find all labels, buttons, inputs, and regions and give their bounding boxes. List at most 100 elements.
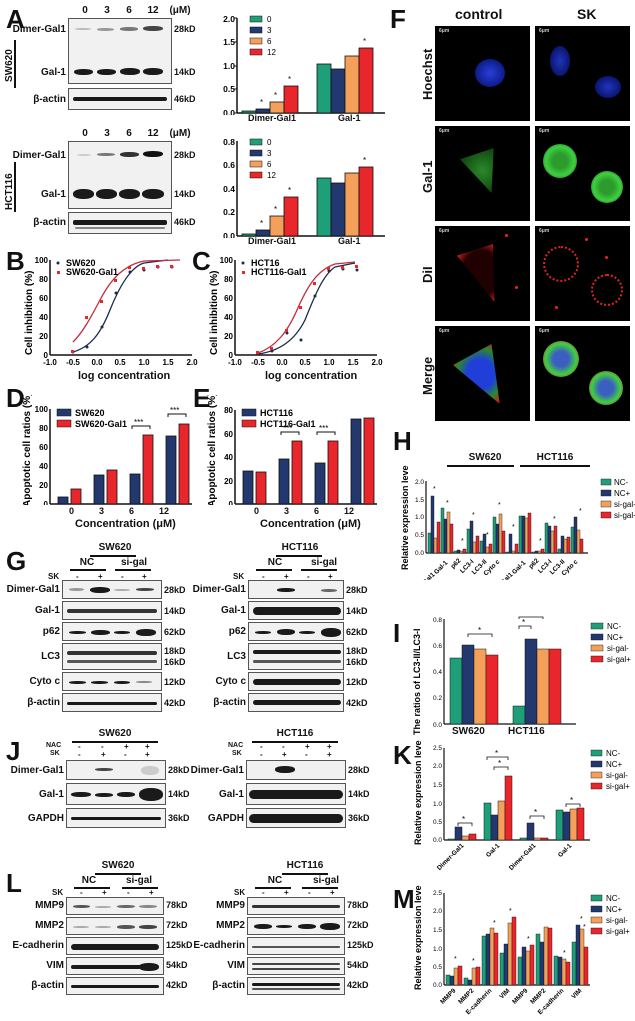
svg-text:***: *** bbox=[283, 424, 292, 433]
sk-state: - bbox=[305, 750, 308, 759]
svg-text:1.0: 1.0 bbox=[415, 514, 424, 521]
kd-label: 14kD bbox=[348, 789, 370, 799]
svg-text:SW620-Gal1: SW620-Gal1 bbox=[66, 267, 118, 277]
svg-text:*: * bbox=[478, 626, 481, 635]
kd-label: 14kD bbox=[164, 606, 186, 616]
group-label: si-gal bbox=[312, 875, 340, 886]
svg-text:0.2: 0.2 bbox=[223, 207, 235, 217]
svg-text:NC+: NC+ bbox=[614, 489, 631, 498]
sk-state: - bbox=[124, 750, 127, 759]
blot-membrane bbox=[68, 141, 172, 209]
conc-label: 0 bbox=[82, 128, 88, 139]
x-category-label: Dimer-Gal1 bbox=[248, 236, 297, 246]
svg-text:SW620: SW620 bbox=[75, 408, 105, 418]
conc-label: 6 bbox=[126, 128, 132, 139]
blot-membrane bbox=[247, 897, 345, 915]
kd-label: 78kD bbox=[166, 900, 188, 910]
svg-text:0.5: 0.5 bbox=[299, 358, 311, 367]
blot-row-label: Gal-1 bbox=[40, 189, 66, 200]
sk-label: SK bbox=[52, 888, 64, 897]
panel-label-h: H bbox=[393, 426, 412, 456]
svg-text:Dimer-Gal1: Dimer-Gal1 bbox=[436, 842, 466, 872]
svg-text:1.0: 1.0 bbox=[433, 801, 442, 808]
scale-bar: 6μm bbox=[439, 128, 450, 134]
group-label: si-gal bbox=[310, 557, 338, 568]
svg-text:40: 40 bbox=[39, 313, 48, 322]
svg-text:*: * bbox=[539, 538, 542, 545]
sk-label: SK bbox=[232, 750, 242, 757]
svg-text:2.0: 2.0 bbox=[223, 14, 235, 24]
sk-state: + bbox=[328, 572, 333, 581]
blot-row-label: Dimer-Gal1 bbox=[192, 584, 246, 595]
sk-state: - bbox=[78, 750, 81, 759]
chart-k: Relative expression level 0.0 0.5 1.0 1.5 2.… bbox=[413, 740, 630, 872]
svg-text:SW620-Gal1: SW620-Gal1 bbox=[75, 419, 127, 429]
panel-label-j: J bbox=[6, 736, 21, 766]
blot-membrane bbox=[62, 601, 162, 620]
blot-row-label: Gal-1 bbox=[220, 605, 246, 616]
svg-text:1.0: 1.0 bbox=[138, 358, 150, 367]
kd-label: 28kD bbox=[174, 150, 196, 160]
kd-label: 28kD bbox=[346, 585, 368, 595]
scale-bar: 6μm bbox=[539, 28, 550, 34]
sk-state: - bbox=[76, 572, 79, 581]
scale-bar: 6μm bbox=[439, 228, 450, 234]
x-tick-labels: 0 3 6 12 bbox=[69, 506, 169, 516]
group-label: si-gal bbox=[120, 557, 148, 568]
svg-text:*: * bbox=[274, 91, 277, 100]
svg-text:NC+: NC+ bbox=[607, 633, 624, 642]
svg-text:0.8: 0.8 bbox=[433, 617, 442, 624]
svg-text:0.0: 0.0 bbox=[223, 108, 235, 115]
column-header: control bbox=[455, 6, 503, 22]
cell-line-header: HCT116 bbox=[276, 728, 314, 739]
nac-state: - bbox=[282, 742, 285, 751]
divider bbox=[122, 887, 158, 889]
blot-membrane bbox=[246, 808, 346, 828]
blot-membrane bbox=[247, 937, 345, 955]
svg-text:HCT16: HCT16 bbox=[251, 258, 280, 268]
blot-row-label: β-actin bbox=[31, 980, 64, 991]
kd-label: 18kD bbox=[346, 646, 368, 656]
svg-text:*: * bbox=[570, 796, 573, 805]
unit-label: (μM) bbox=[169, 128, 191, 139]
blot-membrane bbox=[68, 88, 172, 110]
divider bbox=[252, 741, 338, 743]
svg-text:0.5: 0.5 bbox=[114, 358, 126, 367]
group-label: NC bbox=[79, 557, 95, 568]
svg-text:*: * bbox=[363, 156, 366, 165]
svg-text:Cell inhibition (%): Cell inhibition (%) bbox=[24, 271, 35, 355]
panel-label-b: B bbox=[6, 246, 25, 276]
micrograph-gal1-sk bbox=[535, 126, 630, 221]
svg-text:2.5: 2.5 bbox=[433, 745, 442, 752]
sk-label: SK bbox=[48, 572, 60, 581]
panel-label-i: I bbox=[393, 618, 401, 648]
svg-text:100: 100 bbox=[35, 256, 49, 265]
cell-line-header: SW620 bbox=[101, 860, 135, 871]
blot-row-label: p62 bbox=[228, 626, 246, 637]
svg-text:2.0: 2.0 bbox=[186, 358, 198, 367]
svg-text:20: 20 bbox=[224, 477, 233, 486]
sk-state: - bbox=[308, 888, 311, 897]
sk-state: + bbox=[145, 750, 150, 759]
blot-membrane bbox=[247, 977, 345, 995]
blot-membrane bbox=[66, 808, 166, 828]
svg-text:*: * bbox=[288, 75, 291, 84]
svg-text:1.5: 1.5 bbox=[223, 37, 235, 47]
svg-text:*: * bbox=[446, 500, 449, 507]
blot-row-label: GAPDH bbox=[27, 813, 64, 824]
svg-text:0.2: 0.2 bbox=[433, 695, 442, 702]
kd-label: 12kD bbox=[164, 677, 186, 687]
svg-text:Gal-1: Gal-1 bbox=[485, 842, 502, 859]
svg-text:MMP9: MMP9 bbox=[511, 987, 530, 1006]
svg-text:-1.0: -1.0 bbox=[228, 358, 242, 367]
kd-label: 28kD bbox=[168, 765, 190, 775]
svg-text:Dimer-Gal1: Dimer-Gal1 bbox=[407, 571, 437, 580]
blot-membrane bbox=[62, 622, 162, 641]
kd-label: 42kD bbox=[346, 698, 368, 708]
svg-text:0.6: 0.6 bbox=[433, 643, 442, 650]
divider bbox=[70, 569, 106, 571]
blot-membrane bbox=[66, 897, 164, 915]
nac-state: + bbox=[327, 742, 332, 751]
blot-membrane bbox=[62, 580, 162, 599]
panel-label-e: E bbox=[193, 383, 211, 413]
